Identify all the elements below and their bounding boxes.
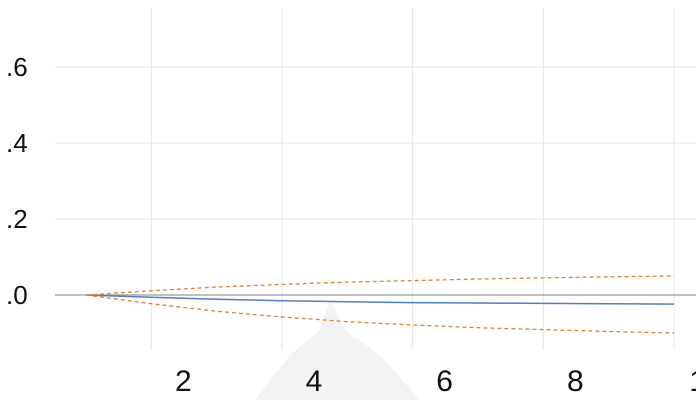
series-line-response [85, 294, 675, 305]
watermark-shape [255, 300, 420, 400]
grid [55, 8, 696, 350]
y-tick-label: .4 [6, 128, 28, 158]
x-tick-label: 10 [689, 365, 696, 398]
y-tick-label: .0 [6, 280, 28, 310]
x-tick-label: 8 [567, 365, 584, 398]
y-tick-label: .2 [6, 204, 28, 234]
series-layer [85, 275, 675, 334]
y-tick-label: .6 [6, 52, 28, 82]
series-line-upper-band [85, 275, 675, 296]
x-tick-label: 6 [436, 365, 453, 398]
x-tick-label: 2 [175, 365, 192, 398]
series-line-lower-band [85, 294, 675, 334]
x-tick-label: 4 [306, 365, 323, 398]
tick-labels: .6 .4 .2 .0 2 4 6 8 10 [6, 52, 696, 398]
